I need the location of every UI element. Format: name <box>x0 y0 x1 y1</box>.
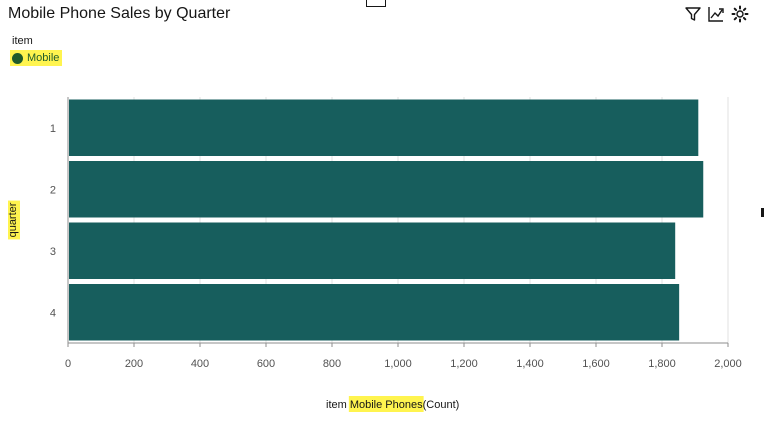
legend-swatch <box>12 52 23 64</box>
y-tick-label: 3 <box>50 246 56 258</box>
x-tick-label: 400 <box>191 358 209 370</box>
x-axis-label: item Mobile Phones(Count) <box>326 399 459 411</box>
x-axis-label-suffix: (Count) <box>423 399 460 411</box>
y-axis-label-highlight-box <box>8 200 20 240</box>
bar[interactable] <box>69 284 680 341</box>
y-tick-label: 1 <box>50 123 56 135</box>
window-fragment <box>366 0 386 7</box>
x-tick-label: 200 <box>125 358 143 370</box>
x-axis-label-highlight-box <box>348 396 424 412</box>
legend-title: item <box>12 35 33 47</box>
x-axis-label-prefix: item <box>326 399 350 411</box>
bar[interactable] <box>69 222 676 280</box>
legend-item-label: Mobile <box>27 52 60 64</box>
x-tick-label: 1,400 <box>516 358 544 370</box>
settings-icon[interactable] <box>730 4 750 24</box>
x-tick-label: 2,000 <box>714 358 742 370</box>
x-tick-label: 1,800 <box>648 358 676 370</box>
filter-icon[interactable] <box>683 4 703 24</box>
legend-item-mobile[interactable]: Mobile <box>10 50 63 66</box>
trend-icon[interactable] <box>706 4 726 24</box>
x-tick-label: 1,200 <box>450 358 478 370</box>
x-tick-label: 0 <box>65 358 71 370</box>
x-tick-label: 800 <box>323 358 341 370</box>
bar[interactable] <box>69 161 704 218</box>
bar[interactable] <box>69 99 699 157</box>
x-tick-label: 1,000 <box>384 358 412 370</box>
y-tick-label: 2 <box>50 184 56 196</box>
edge-marker <box>761 208 764 217</box>
x-tick-label: 600 <box>257 358 275 370</box>
chart-toolbar <box>680 4 752 26</box>
x-tick-label: 1,600 <box>582 358 610 370</box>
chart-title: Mobile Phone Sales by Quarter <box>8 5 231 22</box>
y-axis-label: quarter <box>7 202 19 237</box>
y-tick-label: 4 <box>50 307 56 319</box>
x-axis-label-highlight: Mobile Phones <box>350 399 423 411</box>
